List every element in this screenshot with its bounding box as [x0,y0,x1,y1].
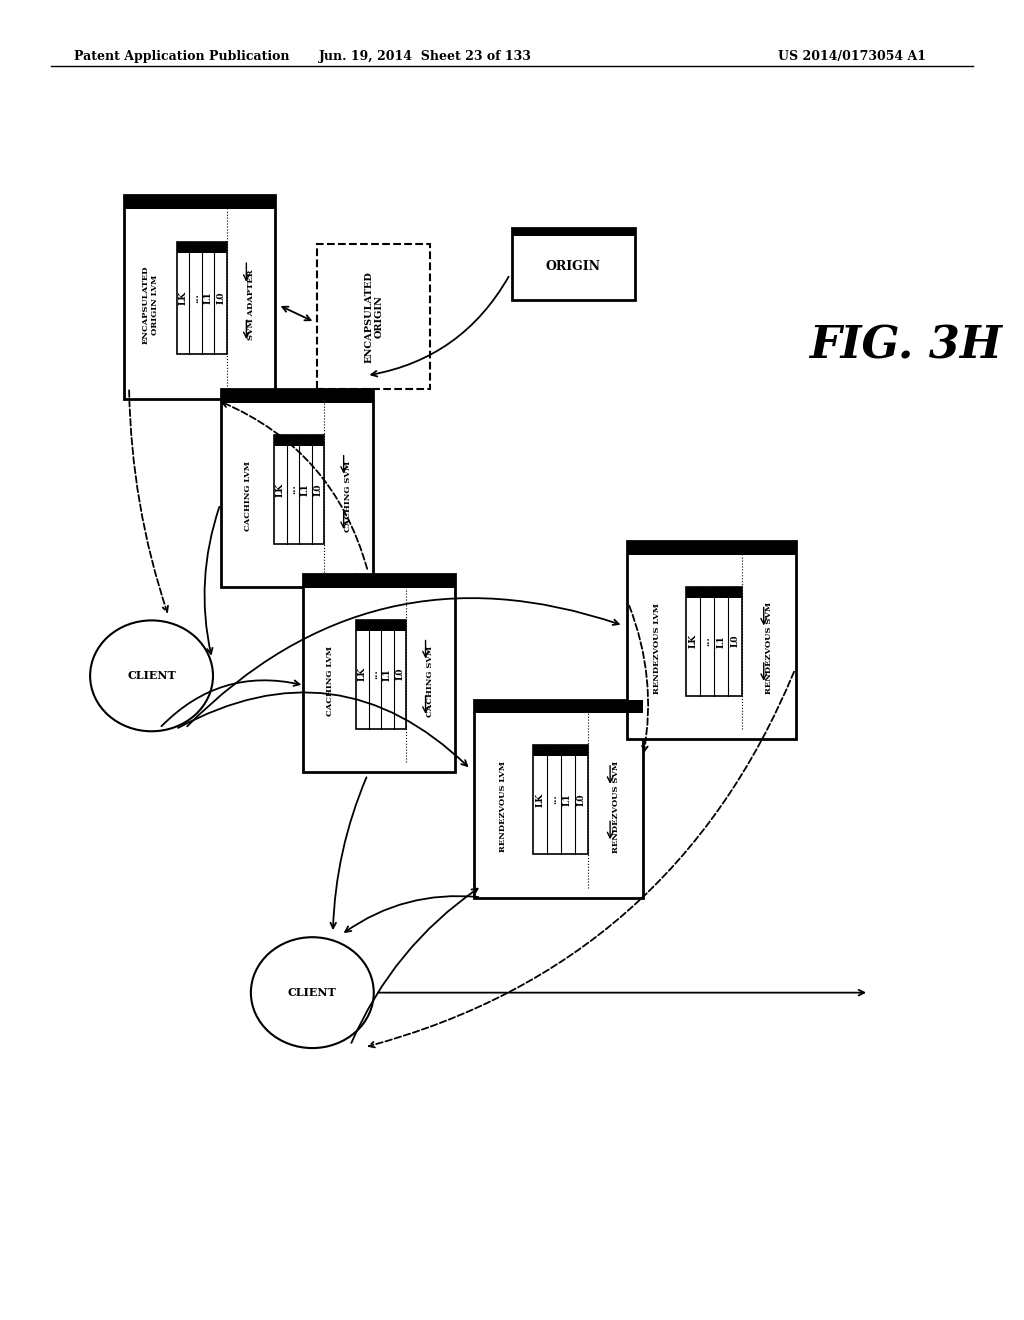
Text: L1: L1 [204,292,213,305]
Text: L0: L0 [730,635,739,647]
Bar [274,434,325,446]
Bar [356,620,407,631]
Text: RENDEZVOUS SVM: RENDEZVOUS SVM [765,602,773,694]
Bar [532,744,589,756]
Text: LK: LK [689,634,697,648]
Bar [532,744,589,854]
Bar [221,389,373,587]
Text: ...: ... [289,484,298,494]
Text: CACHING SVM: CACHING SVM [344,461,352,532]
Text: CLIENT: CLIENT [288,987,337,998]
Text: L1: L1 [717,635,726,648]
Text: L1: L1 [563,793,572,807]
Bar [124,195,275,399]
Ellipse shape [251,937,374,1048]
Text: ...: ... [702,636,712,645]
Ellipse shape [90,620,213,731]
Bar [124,195,275,209]
Bar [303,574,455,772]
Bar [274,434,325,544]
Bar [686,586,742,696]
Bar [473,700,643,713]
Text: RENDEZVOUS LVM: RENDEZVOUS LVM [652,603,660,693]
Text: ...: ... [371,669,380,678]
Text: L1: L1 [383,668,392,681]
Text: L0: L0 [395,668,404,680]
Text: ...: ... [191,293,201,302]
Text: ENCAPSULATED
ORIGIN: ENCAPSULATED ORIGIN [365,271,383,363]
Text: CLIENT: CLIENT [127,671,176,681]
Bar [356,620,407,729]
Bar [177,242,227,253]
Text: LK: LK [358,667,367,681]
Text: CACHING LVM: CACHING LVM [326,645,334,717]
Text: CACHING LVM: CACHING LVM [244,461,252,532]
Bar [473,700,643,898]
Text: ORIGIN: ORIGIN [546,260,601,273]
Text: ...: ... [549,795,558,804]
Text: FIG. 3H: FIG. 3H [809,325,1001,367]
Text: L0: L0 [216,292,225,305]
Text: RENDEZVOUS LVM: RENDEZVOUS LVM [499,762,507,851]
Text: RENDEZVOUS SVM: RENDEZVOUS SVM [611,760,620,853]
Text: L1: L1 [301,483,310,496]
Text: ENCAPSULATED
ORIGIN LVM: ENCAPSULATED ORIGIN LVM [142,265,159,345]
Text: LK: LK [276,482,285,496]
Bar [317,244,430,389]
Text: US 2014/0173054 A1: US 2014/0173054 A1 [778,50,927,63]
Bar [686,586,742,598]
Text: LK: LK [179,290,187,305]
Text: Jun. 19, 2014  Sheet 23 of 133: Jun. 19, 2014 Sheet 23 of 133 [318,50,531,63]
Bar [303,574,455,589]
Bar [221,389,373,404]
Bar [177,242,227,354]
Text: Patent Application Publication: Patent Application Publication [74,50,289,63]
Bar [512,227,635,300]
Text: L0: L0 [577,793,586,805]
Bar [512,227,635,236]
Text: CACHING SVM: CACHING SVM [426,645,434,717]
Text: SVM ADAPTER: SVM ADAPTER [247,269,255,341]
Bar [627,541,797,554]
Bar [627,541,797,739]
Text: LK: LK [536,792,544,807]
Text: L0: L0 [313,483,323,495]
